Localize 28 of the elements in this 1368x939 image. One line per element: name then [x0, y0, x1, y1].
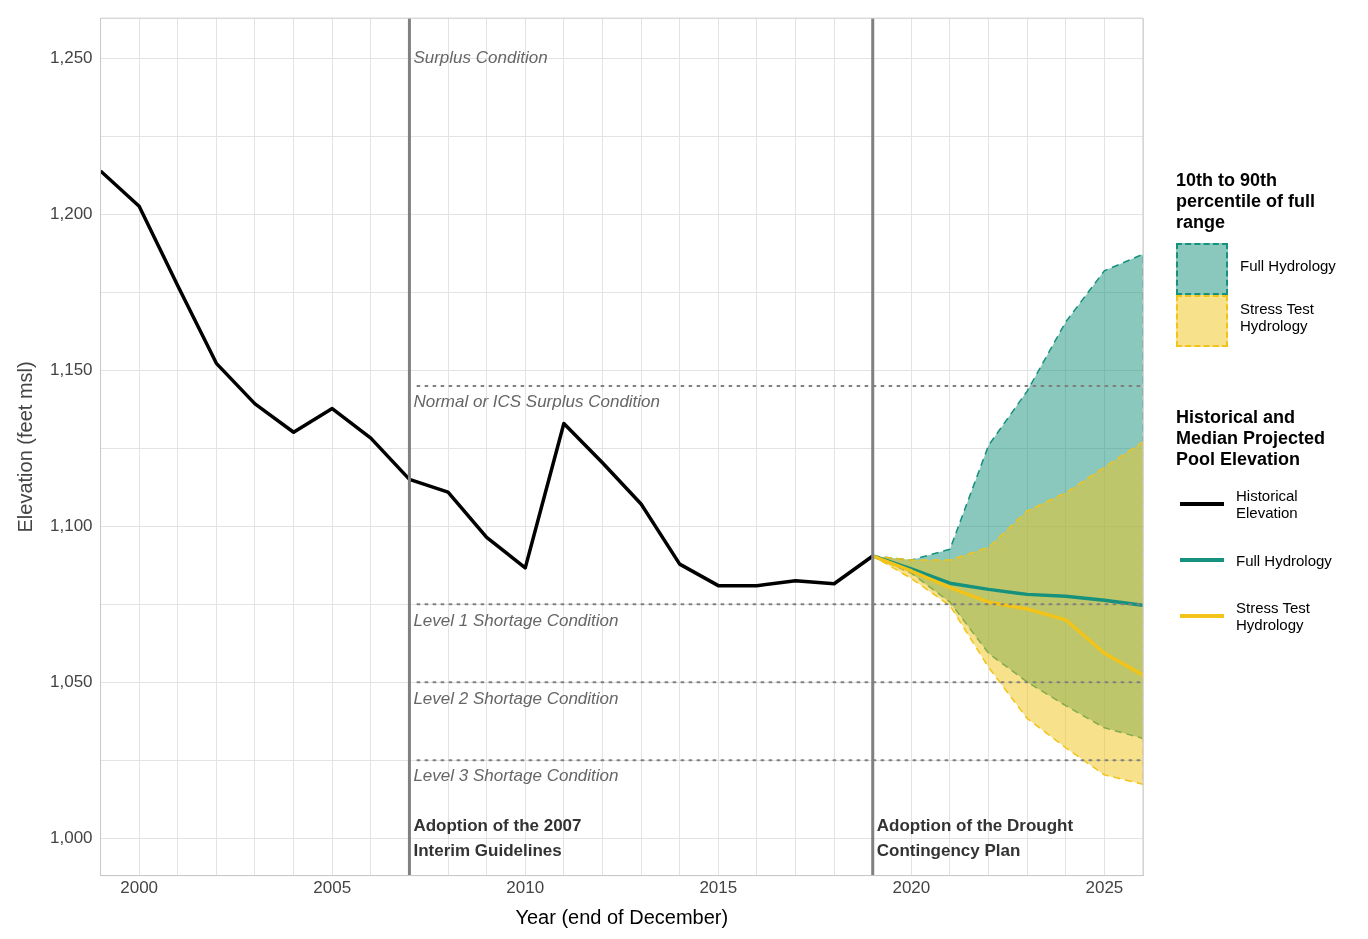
ref-line-label: Adoption of the Drought Contingency Plan: [876, 815, 1074, 860]
annotation: Surplus Condition: [413, 47, 548, 67]
x-axis-title: Year (end of December): [515, 905, 729, 928]
ref-line-label: Normal or ICS Surplus Condition: [413, 392, 661, 412]
y-tick-label: 1,050: [49, 671, 93, 691]
y-tick-label: 1,250: [49, 48, 93, 68]
x-tick-label: 2020: [892, 878, 931, 898]
y-tick-label: 1,100: [49, 516, 93, 536]
x-tick-label: 2025: [1085, 878, 1124, 898]
ref-line-label: Level 1 Shortage Condition: [413, 610, 619, 630]
ref-line-label: Adoption of the 2007 Interim Guidelines: [413, 815, 582, 860]
text: Stress Test Hydrology: [1240, 300, 1314, 334]
legend-label: Stress Test Hydrology: [1236, 599, 1311, 633]
y-tick-label: 1,150: [49, 360, 93, 380]
y-tick-label: 1,200: [49, 204, 93, 224]
x-tick-label: 2010: [506, 878, 545, 898]
y-axis-title: Elevation (feet msl): [13, 361, 36, 533]
x-tick-label: 2015: [699, 878, 738, 898]
x-tick-label: 2000: [120, 878, 159, 898]
legend-label: Historical Elevation: [1236, 487, 1299, 521]
x-tick-label: 2005: [313, 878, 352, 898]
ref-line-label: Level 3 Shortage Condition: [413, 766, 619, 786]
text: Historical and Median Projected Pool Elevation: [1176, 407, 1326, 469]
y-tick-label: 1,000: [49, 827, 93, 847]
ref-line-label: Level 2 Shortage Condition: [413, 688, 619, 708]
legend-label: Full Hydrology: [1236, 551, 1332, 569]
text: Full Hydrology: [1240, 256, 1336, 274]
text: 10th to 90th percentile of full range: [1176, 170, 1316, 232]
